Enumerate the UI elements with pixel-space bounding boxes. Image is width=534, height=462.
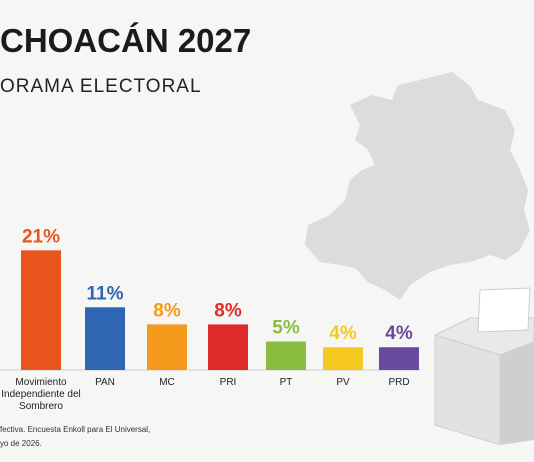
chart-title: CHOACÁN 2027 [0,22,251,59]
bar [147,324,187,370]
ballot-box-front [434,334,501,446]
bar [21,250,61,370]
category-label: MC [159,377,175,388]
bar [379,347,419,370]
value-label: 8% [153,300,181,321]
category-label: Movimiento Independiente del Sombrero [1,377,81,412]
category-label: PAN [95,377,115,388]
value-label: 8% [214,300,242,321]
category-label: PT [279,377,293,388]
bar [85,307,125,370]
ballot-box-side [500,342,534,445]
value-label: 4% [329,323,357,344]
bar [266,341,306,370]
category-label: PV [336,377,350,388]
category-label: PRI [219,377,237,388]
footnote: yo de 2026. [0,439,42,448]
chart-subtitle: ORAMA ELECTORAL [0,76,202,97]
ballot-paper [477,287,531,333]
value-label: 11% [87,283,124,304]
value-label: 21% [22,226,60,247]
category-label: PRD [388,377,410,388]
bar [208,324,248,370]
value-label: 4% [385,323,413,344]
bar [323,347,363,370]
footnote: fectiva. Encuesta Enkoll para El Univers… [0,425,150,434]
value-label: 5% [272,318,300,339]
map [305,72,530,300]
